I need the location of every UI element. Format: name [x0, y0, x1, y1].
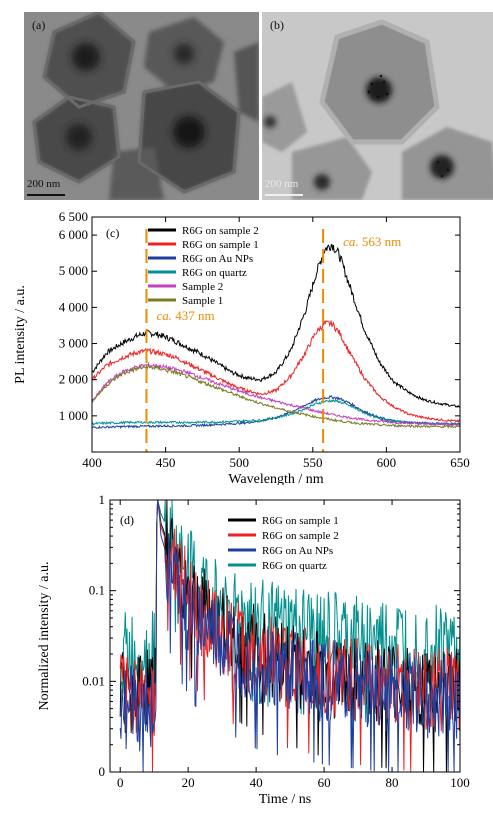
tem-image-a: (a) 200 nm: [24, 12, 259, 200]
decay-x-tick-label-0: 0: [117, 775, 124, 790]
decay-x-tick-label-1: 20: [182, 775, 195, 790]
scale-bar-b: [265, 194, 303, 196]
y-tick-label-3: 4 000: [59, 299, 88, 314]
decay-y-axis-label: Normalized intensity / a.u.: [37, 562, 52, 711]
decay-line-2: [119, 499, 461, 773]
decay-y-tick-label-3: 1: [99, 492, 106, 507]
tem-image-b-graphic: [262, 12, 493, 200]
marker-label-0: ca. 437 nm: [156, 308, 214, 323]
x-tick-label-5: 650: [450, 455, 470, 470]
series-line-4: [91, 361, 461, 427]
scale-bar-a: [27, 194, 65, 196]
tem-image-b: (b) 200 nm: [262, 12, 493, 200]
y-tick-label-5: 6 000: [59, 227, 88, 242]
y-tick-label-0: 1 000: [59, 408, 88, 423]
panel-label-d: (d): [120, 513, 134, 527]
series-line-3: [91, 398, 461, 427]
x-tick-label-0: 400: [82, 455, 102, 470]
x-tick-label-4: 600: [377, 455, 397, 470]
scale-label-a: 200 nm: [27, 178, 61, 190]
y-tick-label-4: 5 000: [59, 263, 88, 278]
panel-label-a: (a): [32, 18, 46, 32]
scale-label-b: 200 nm: [265, 178, 299, 190]
x-tick-label-3: 550: [303, 455, 323, 470]
series-line-0: [91, 243, 460, 408]
decay-legend-label-2: R6G on Au NPs: [262, 545, 333, 557]
decay-x-tick-label-4: 80: [386, 775, 399, 790]
decay-x-tick-label-2: 40: [250, 775, 263, 790]
y-tick-label-2: 3 000: [59, 336, 88, 351]
decay-x-tick-label-5: 100: [450, 775, 470, 790]
decay-x-axis-label: Time / ns: [259, 792, 311, 807]
legend-label-2: R6G on Au NPs: [182, 253, 253, 265]
legend-label-3: R6G on quartz: [182, 267, 247, 279]
decay-x-tick-label-3: 60: [318, 775, 331, 790]
x-tick-label-2: 500: [229, 455, 249, 470]
plot-frame: [91, 216, 461, 453]
legend-label-5: Sample 1: [182, 295, 223, 307]
x-tick-label-1: 450: [156, 455, 176, 470]
decay-y-tick-label-1: 0.01: [82, 673, 105, 688]
panel-label-b: (b): [270, 18, 284, 32]
decay-curve-chart: 0 20 40 60 80 100 0 0.01 0.1 1 Time / ns Normalized…: [37, 492, 470, 807]
decay-legend-label-1: R6G on sample 2: [262, 530, 339, 542]
tem-image-a-graphic: [24, 12, 259, 200]
panel-label-c: (c): [106, 226, 119, 240]
pl-spectrum-chart: ca. 437 nm ca. 563 nm 400 450 500 550 600 650 1 …: [13, 209, 470, 485]
series-line-1: [91, 320, 461, 423]
decay-y-tick-label-0: 0: [99, 764, 106, 779]
marker-label-1: ca. 563 nm: [343, 234, 401, 249]
decay-legend-label-0: R6G on sample 1: [262, 515, 339, 527]
series-line-5: [91, 364, 461, 429]
decay-y-tick-label-2: 0.1: [89, 583, 105, 598]
legend-label-4: Sample 2: [182, 281, 223, 293]
legend-label-0: R6G on sample 2: [182, 225, 259, 237]
decay-legend-label-3: R6G on quartz: [262, 560, 327, 572]
legend-label-1: R6G on sample 1: [182, 239, 259, 251]
decay-plot-frame: [109, 499, 461, 773]
y-tick-label-1: 2 000: [59, 372, 88, 387]
y-axis-label: PL intensity / a.u.: [13, 285, 28, 384]
x-axis-label: Wavelength / nm: [228, 472, 323, 485]
y-tick-label-6: 6 500: [59, 209, 88, 224]
